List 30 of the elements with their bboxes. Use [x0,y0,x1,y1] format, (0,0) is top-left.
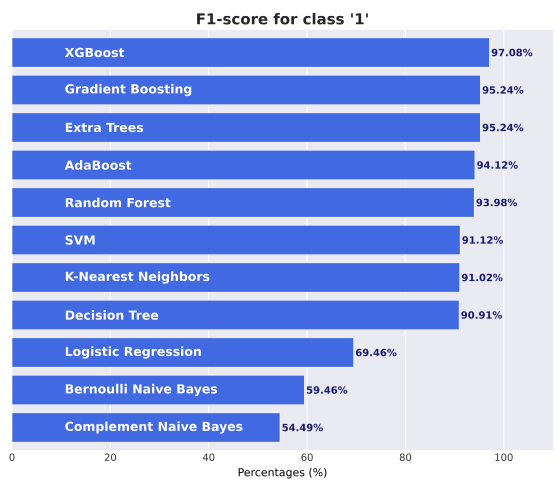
data-label: 95.24% [482,124,524,132]
data-label: 91.12% [462,236,504,244]
x-axis-title: Percentages (%) [238,468,326,478]
x-tick-label: 80 [400,454,412,462]
data-label: 59.46% [306,386,348,394]
y-tick-label: AdaBoost [64,160,132,170]
y-tick-label: Random Forest [66,198,171,208]
y-tick-label: Logistic Regression [66,346,201,359]
y-tick-label: Decision Tree [66,310,158,320]
x-tick-label: 0 [9,454,15,462]
y-tick-label: SVM [66,235,95,245]
y-tick-label: Bernoulli Naive Bayes [66,384,218,396]
y-tick-label: K-Nearest Neighbors [66,271,210,284]
data-label: 69.46% [356,348,397,356]
y-tick-label: Gradient Boosting [65,84,192,96]
chart-title: F1-score for class '1' [197,12,368,25]
data-label: 95.24% [482,86,524,94]
y-tick-label: Extra Trees [66,122,144,132]
data-label: 90.91% [461,311,502,319]
data-label: 91.02% [462,274,503,282]
data-label: 93.98% [476,198,518,206]
y-tick-label: XGBoost [64,48,124,58]
x-tick-label: 40 [202,454,214,462]
data-label: 97.08% [492,48,532,56]
data-label: 94.12% [477,161,518,169]
x-tick-label: 20 [104,454,116,462]
y-tick-label: Complement Naive Bayes [65,421,242,434]
x-tick-label: 60 [301,454,313,462]
x-tick-label: 100 [495,454,513,462]
data-label: 54.49% [282,424,323,432]
